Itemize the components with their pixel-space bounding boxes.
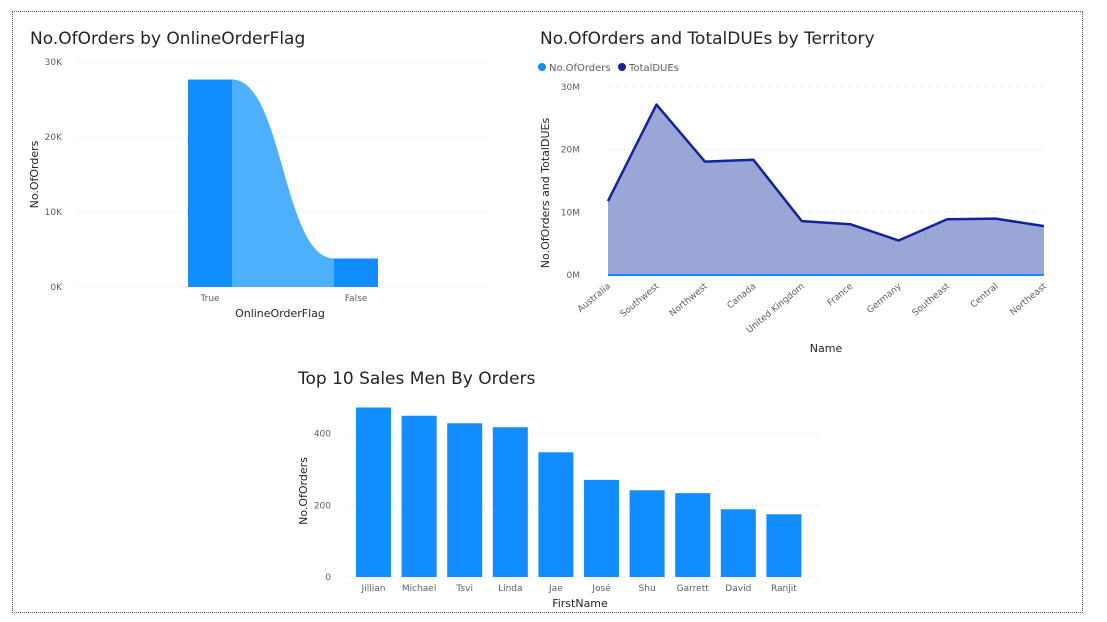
x-tick-label: Jillian <box>361 584 386 594</box>
chart-title: No.OfOrders and TotalDUEs by Territory <box>540 29 875 49</box>
chart-title: Top 10 Sales Men By Orders <box>298 369 536 389</box>
x-tick-label: False <box>345 294 368 304</box>
bar <box>629 490 665 577</box>
y-tick-label: 30K <box>45 58 63 68</box>
x-tick-label: Germany <box>865 281 904 316</box>
x-tick-label: Michael <box>402 584 436 594</box>
totaldues-line <box>606 103 1045 242</box>
territory-visual[interactable]: No.OfOrders and TotalDUEs by Territory N… <box>530 24 1070 364</box>
x-tick-label: Northwest <box>668 281 710 319</box>
x-tick-label: David <box>725 584 751 594</box>
x-tick-label: Northeast <box>1008 281 1049 318</box>
y-tick-label: 400 <box>314 430 331 440</box>
totaldues-area <box>608 104 1044 276</box>
y-axis-title: No.OfOrders <box>297 457 310 525</box>
chart-title: No.OfOrders by OnlineOrderFlag <box>30 29 306 49</box>
top-salesmen-chart: 0 200 400 Jillian Michael Tsvi Linda Jae José Shu… <box>297 407 820 610</box>
bar <box>720 509 756 577</box>
x-axis-title: OnlineOrderFlag <box>235 307 325 320</box>
x-tick-label: Linda <box>498 584 522 594</box>
y-tick-label: 0M <box>567 271 581 281</box>
x-tick-label: Shu <box>639 584 656 594</box>
y-tick-label: 10K <box>45 208 63 218</box>
x-tick-label: Central <box>969 282 1001 311</box>
bar <box>766 514 802 577</box>
y-tick-label: 0K <box>50 283 63 293</box>
x-tick-label: Canada <box>726 282 759 312</box>
x-axis-title: FirstName <box>552 597 608 610</box>
x-tick-label: José <box>591 583 611 594</box>
legend-label: No.OfOrders <box>549 63 611 74</box>
x-tick-label: Australia <box>576 282 613 315</box>
bar <box>447 423 483 577</box>
bar <box>675 493 711 577</box>
bar <box>492 427 528 577</box>
orders-by-flag-chart: 0K 10K 20K 30K True False OnlineOrderFlag No.Of… <box>28 58 490 320</box>
bar <box>334 258 378 287</box>
y-tick-label: 10M <box>561 208 580 218</box>
y-tick-label: 20K <box>45 133 63 143</box>
x-axis-title: Name <box>810 342 843 355</box>
legend-marker <box>538 63 546 71</box>
legend-marker <box>618 63 626 71</box>
x-tick-label: Ranjit <box>771 584 797 594</box>
y-axis-title: No.OfOrders and TotalDUEs <box>539 118 552 269</box>
flow-ribbon <box>232 79 334 287</box>
territory-chart: No.OfOrders TotalDUEs 0M 10M 20M 30M Australia… <box>538 63 1049 355</box>
y-tick-label: 0 <box>325 573 331 583</box>
x-tick-label: Jae <box>548 584 563 594</box>
bar <box>538 452 574 577</box>
top-salesmen-visual[interactable]: Top 10 Sales Men By Orders 0 200 400 Jillia… <box>290 365 830 615</box>
bar <box>584 479 619 577</box>
y-tick-label: 30M <box>561 83 580 93</box>
report-page-frame <box>12 11 1083 613</box>
orders-by-flag-visual[interactable]: No.OfOrders by OnlineOrderFlag 0K 10K 20K 3… <box>20 24 500 334</box>
y-tick-label: 20M <box>561 146 580 156</box>
x-tick-label: Garrett <box>677 584 710 594</box>
bar <box>401 415 437 577</box>
bar <box>356 407 391 577</box>
legend-label: TotalDUEs <box>628 63 679 74</box>
x-tick-label: Southeast <box>911 281 953 318</box>
x-tick-label: France <box>826 281 856 308</box>
bar <box>188 79 232 287</box>
x-tick-label: Southwest <box>619 281 662 319</box>
y-tick-label: 200 <box>314 501 331 511</box>
x-tick-label: True <box>199 294 220 304</box>
x-tick-label: Tsvi <box>455 584 473 594</box>
y-axis-title: No.OfOrders <box>28 140 41 208</box>
